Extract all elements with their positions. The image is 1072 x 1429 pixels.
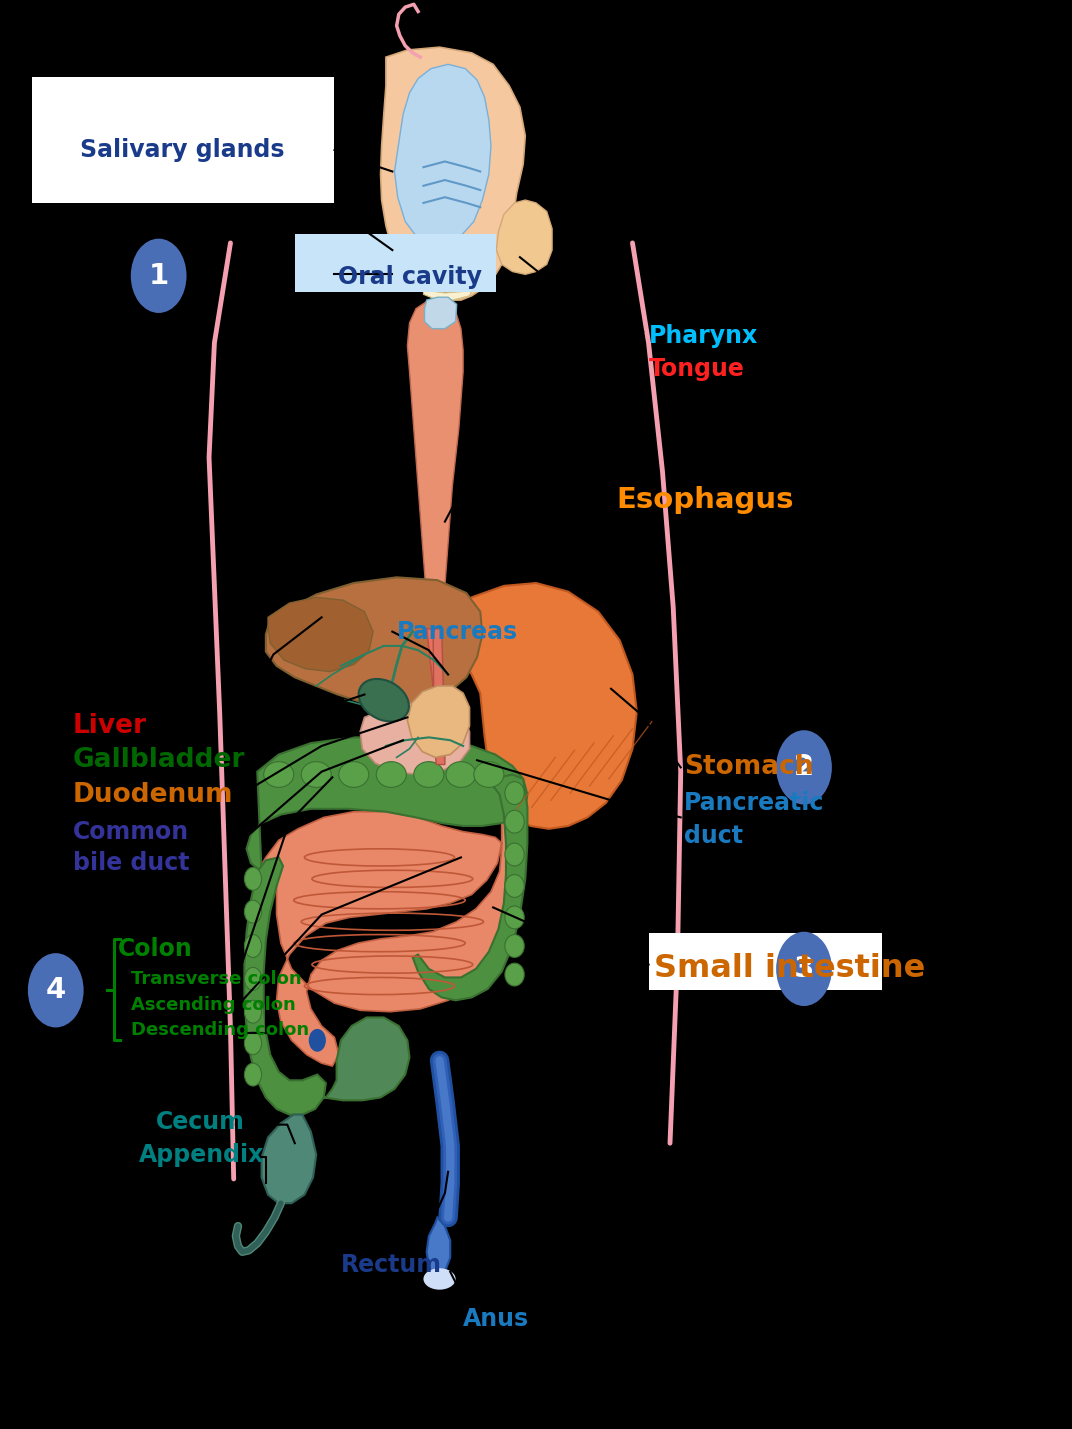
Ellipse shape — [244, 1000, 262, 1023]
Polygon shape — [427, 1218, 450, 1275]
Text: Ascending colon: Ascending colon — [131, 996, 296, 1013]
Ellipse shape — [505, 843, 524, 866]
Text: 2: 2 — [794, 753, 814, 782]
Text: Esophagus: Esophagus — [616, 486, 794, 514]
Polygon shape — [418, 252, 480, 290]
Ellipse shape — [244, 900, 262, 923]
Text: 4: 4 — [46, 976, 65, 1005]
Text: Tongue: Tongue — [649, 357, 744, 380]
Polygon shape — [324, 1017, 410, 1100]
Text: Duodenum: Duodenum — [73, 782, 234, 807]
Ellipse shape — [244, 867, 262, 890]
Ellipse shape — [505, 935, 524, 957]
Text: Gallbladder: Gallbladder — [73, 747, 245, 773]
Ellipse shape — [414, 762, 444, 787]
FancyBboxPatch shape — [649, 933, 882, 990]
Polygon shape — [257, 807, 525, 1066]
Circle shape — [776, 932, 832, 1006]
Text: Descending colon: Descending colon — [131, 1022, 309, 1039]
Text: Pharynx: Pharynx — [649, 324, 758, 347]
Polygon shape — [268, 597, 373, 672]
Text: Cecum: Cecum — [155, 1110, 244, 1133]
Circle shape — [309, 1029, 326, 1052]
Text: Transverse colon: Transverse colon — [131, 970, 301, 987]
Polygon shape — [381, 47, 525, 300]
Text: Oral cavity: Oral cavity — [338, 266, 481, 289]
Polygon shape — [496, 200, 552, 274]
Circle shape — [131, 239, 187, 313]
Polygon shape — [266, 577, 482, 707]
Ellipse shape — [474, 762, 504, 787]
Ellipse shape — [244, 1063, 262, 1086]
Polygon shape — [445, 583, 637, 829]
Text: Appendix: Appendix — [139, 1143, 265, 1166]
Circle shape — [28, 953, 84, 1027]
Text: Salivary glands: Salivary glands — [80, 139, 285, 161]
Ellipse shape — [505, 963, 524, 986]
Polygon shape — [247, 737, 527, 872]
Polygon shape — [427, 629, 443, 714]
FancyBboxPatch shape — [295, 234, 496, 292]
Polygon shape — [425, 297, 457, 329]
Text: 3: 3 — [793, 955, 815, 983]
Polygon shape — [244, 857, 326, 1115]
Text: Pancreatic: Pancreatic — [684, 792, 824, 815]
Ellipse shape — [359, 679, 408, 722]
Ellipse shape — [264, 762, 294, 787]
Text: duct: duct — [684, 825, 743, 847]
Circle shape — [776, 730, 832, 805]
Polygon shape — [423, 286, 474, 300]
Polygon shape — [433, 629, 445, 765]
Polygon shape — [407, 686, 470, 757]
Ellipse shape — [244, 967, 262, 990]
Ellipse shape — [244, 1032, 262, 1055]
Ellipse shape — [376, 762, 406, 787]
Polygon shape — [407, 236, 482, 294]
Ellipse shape — [505, 810, 524, 833]
Text: Pancreas: Pancreas — [397, 620, 518, 643]
Ellipse shape — [244, 935, 262, 957]
Text: Anus: Anus — [463, 1308, 530, 1330]
Text: Common: Common — [73, 820, 189, 843]
FancyBboxPatch shape — [32, 77, 334, 203]
Ellipse shape — [505, 782, 524, 805]
Ellipse shape — [505, 906, 524, 929]
Ellipse shape — [423, 1269, 456, 1289]
Polygon shape — [360, 703, 470, 775]
Ellipse shape — [446, 762, 476, 787]
Polygon shape — [394, 64, 491, 243]
Text: Small intestine: Small intestine — [654, 953, 925, 985]
Text: Liver: Liver — [73, 713, 147, 739]
Polygon shape — [413, 775, 527, 1000]
Text: Colon: Colon — [118, 937, 193, 960]
Ellipse shape — [505, 875, 524, 897]
Ellipse shape — [339, 762, 369, 787]
Text: 1: 1 — [149, 262, 168, 290]
Ellipse shape — [301, 762, 331, 787]
Text: Rectum: Rectum — [341, 1253, 442, 1276]
Polygon shape — [262, 1115, 316, 1203]
Text: Stomach: Stomach — [684, 755, 814, 780]
Text: bile duct: bile duct — [73, 852, 190, 875]
Polygon shape — [407, 300, 463, 629]
